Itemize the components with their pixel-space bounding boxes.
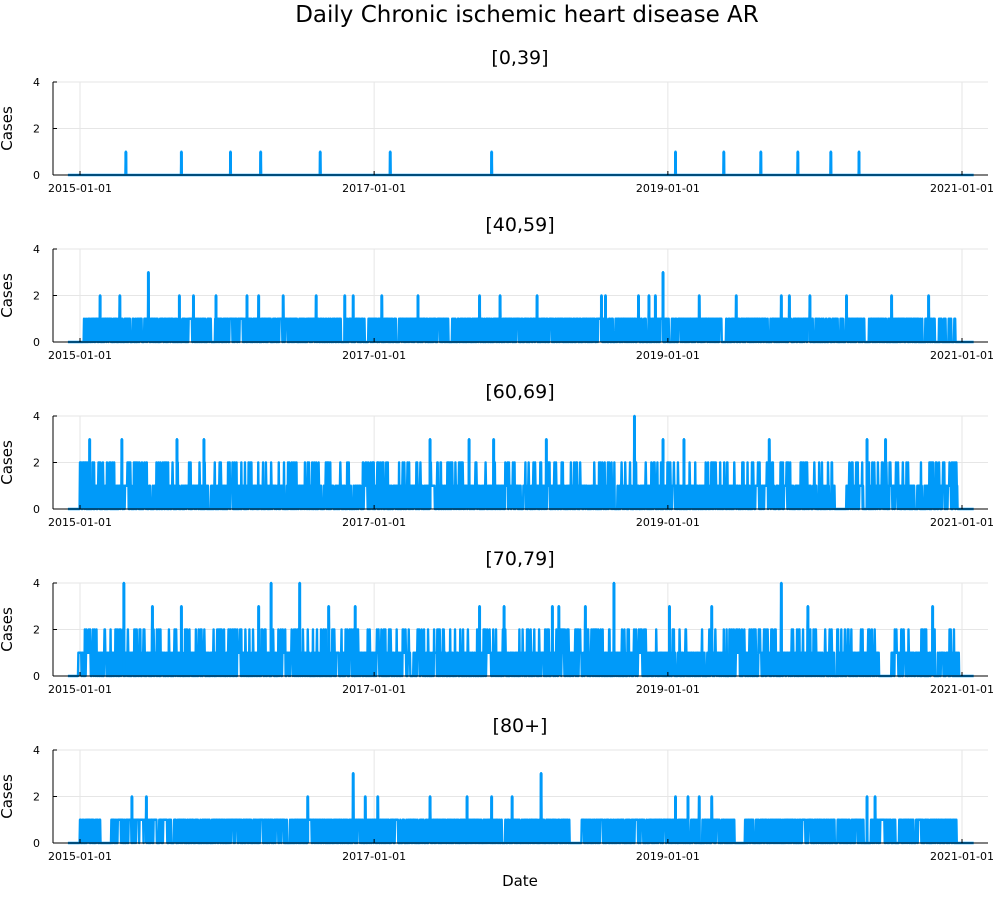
x-tick-label: 2021-01-01	[930, 683, 994, 696]
y-tick-label: 0	[33, 169, 40, 182]
x-tick-label: 2019-01-01	[636, 683, 700, 696]
x-tick-label: 2015-01-01	[48, 182, 112, 195]
y-axis-label: Cases	[0, 774, 16, 819]
y-tick-label: 4	[33, 243, 40, 256]
x-tick-label: 2019-01-01	[636, 182, 700, 195]
subplot-5: [80+] Cases 0 2 4 2015-01-01 2017-01-01 2019-01…	[0, 715, 994, 863]
subplots: [0,39] Cases 0 2 4 2015-01-01 2017-01-01 2019-0…	[0, 47, 994, 863]
subplot-title: [70,79]	[485, 548, 554, 570]
subplot-4: [70,79] Cases 0 2 4 2015-01-01 2017-01-01 2019-…	[0, 548, 994, 696]
series-line	[67, 150, 975, 177]
y-tick-label: 2	[33, 290, 40, 303]
x-tick-label: 2021-01-01	[930, 516, 994, 529]
subplot-1: [0,39] Cases 0 2 4 2015-01-01 2017-01-01 2019-0…	[0, 47, 994, 195]
y-axis-label: Cases	[0, 607, 16, 652]
x-tick-label: 2017-01-01	[342, 516, 406, 529]
series-line	[67, 271, 975, 344]
y-tick-label: 2	[33, 457, 40, 470]
x-tick-label: 2019-01-01	[636, 516, 700, 529]
x-tick-label: 2017-01-01	[342, 182, 406, 195]
series-line	[67, 581, 975, 678]
subplot-title: [60,69]	[485, 381, 554, 403]
y-tick-label: 0	[33, 336, 40, 349]
y-tick-label: 4	[33, 76, 40, 89]
x-tick-label: 2019-01-01	[636, 850, 700, 863]
x-tick-label: 2021-01-01	[930, 182, 994, 195]
y-tick-label: 0	[33, 503, 40, 516]
subplot-3: [60,69] Cases 0 2 4 2015-01-01 2017-01-01 2019-…	[0, 381, 994, 529]
figure-title: Daily Chronic ischemic heart disease AR	[295, 2, 759, 28]
x-tick-label: 2015-01-01	[48, 349, 112, 362]
x-tick-label: 2021-01-01	[930, 850, 994, 863]
x-tick-label: 2017-01-01	[342, 850, 406, 863]
y-tick-label: 4	[33, 410, 40, 423]
series-line	[67, 414, 975, 511]
series-line	[67, 772, 975, 845]
subplot-title: [80+]	[493, 715, 548, 737]
x-tick-label: 2017-01-01	[342, 683, 406, 696]
y-axis-label: Cases	[0, 440, 16, 485]
y-tick-label: 4	[33, 577, 40, 590]
x-tick-label: 2015-01-01	[48, 683, 112, 696]
y-axis-label: Cases	[0, 106, 16, 151]
subplot-title: [40,59]	[485, 214, 554, 236]
subplot-2: [40,59] Cases 0 2 4 2015-01-01 2017-01-01 2019-…	[0, 214, 994, 362]
y-tick-label: 0	[33, 670, 40, 683]
y-axis-label: Cases	[0, 273, 16, 318]
y-tick-label: 0	[33, 837, 40, 850]
y-tick-label: 2	[33, 123, 40, 136]
x-tick-label: 2015-01-01	[48, 516, 112, 529]
x-tick-label: 2017-01-01	[342, 349, 406, 362]
x-tick-label: 2019-01-01	[636, 349, 700, 362]
subplot-title: [0,39]	[491, 47, 548, 69]
y-tick-label: 2	[33, 624, 40, 637]
x-tick-label: 2015-01-01	[48, 850, 112, 863]
y-tick-label: 2	[33, 791, 40, 804]
y-tick-label: 4	[33, 744, 40, 757]
x-tick-label: 2021-01-01	[930, 349, 994, 362]
x-axis-label: Date	[502, 872, 538, 890]
